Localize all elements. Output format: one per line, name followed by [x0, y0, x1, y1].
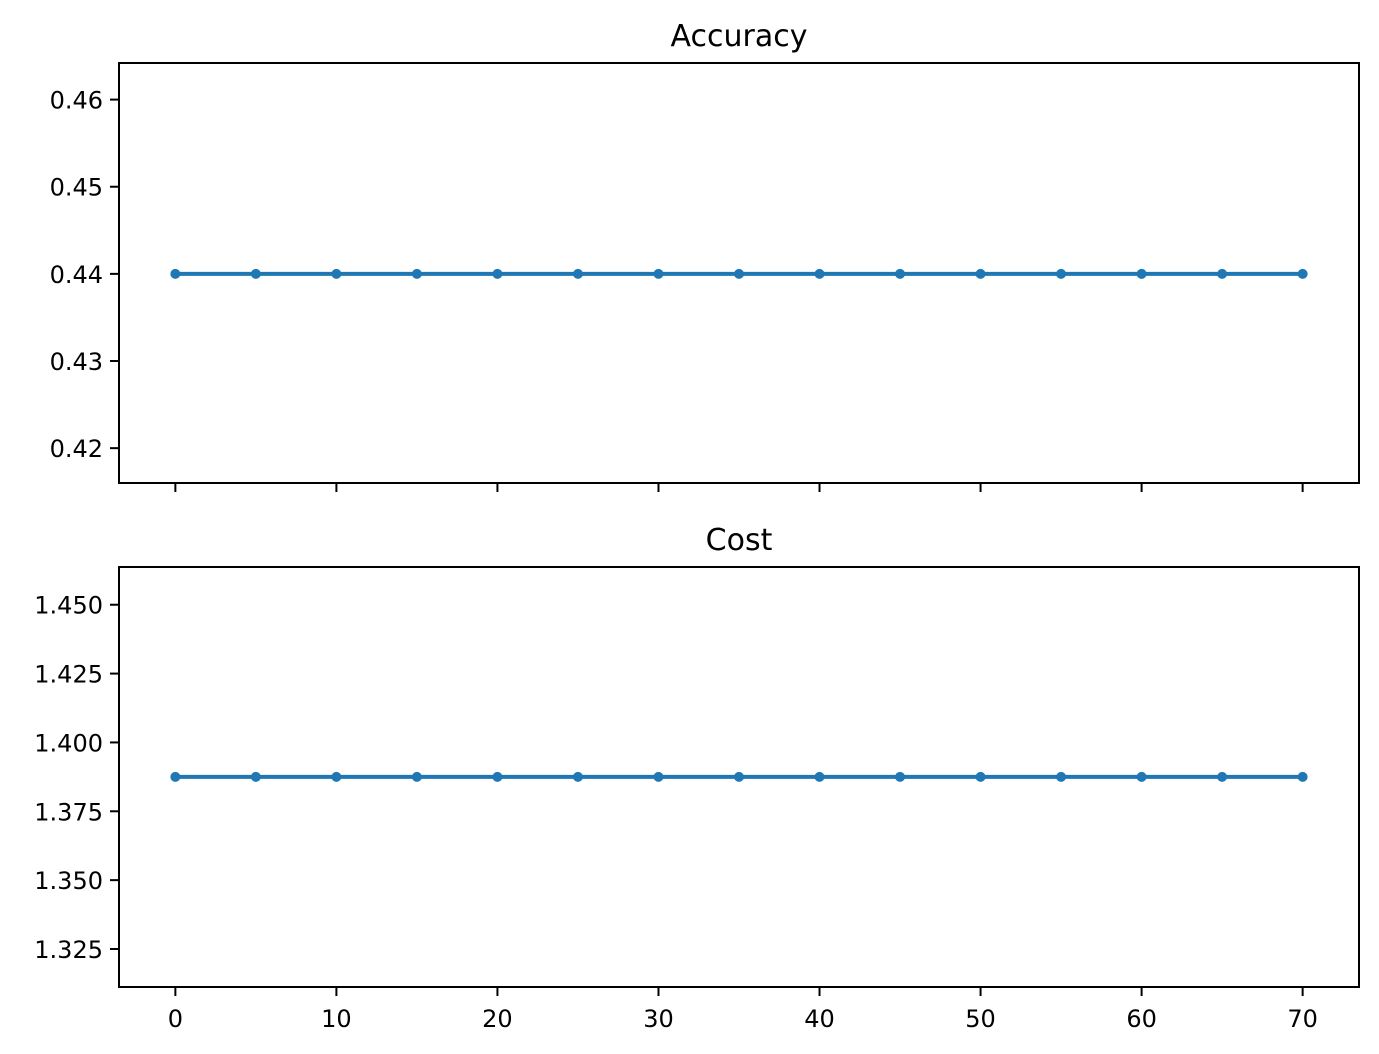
- accuracy-data-point: [1217, 268, 1228, 279]
- accuracy-data-point: [1056, 268, 1067, 279]
- accuracy-data-point: [895, 268, 906, 279]
- cost-data-point: [1217, 771, 1228, 782]
- accuracy-data-point: [331, 268, 342, 279]
- cost-x-tick-label: 60: [1126, 1005, 1157, 1033]
- cost-data-point: [895, 771, 906, 782]
- cost-x-tick-label: 0: [168, 1005, 183, 1033]
- accuracy-data-point: [1297, 268, 1308, 279]
- cost-panel: Cost 0 10 20 30 40 50 60 70 1.325 1.350 1.375 1.400…: [34, 523, 1360, 1033]
- accuracy-y-tick-label: 0.46: [50, 87, 103, 115]
- cost-y-tick-label: 1.400: [34, 729, 103, 757]
- cost-data-point: [572, 771, 583, 782]
- cost-data-point: [170, 771, 181, 782]
- cost-y-tick-label: 1.325: [34, 936, 103, 964]
- accuracy-data-point: [734, 268, 744, 279]
- cost-x-tick-label: 10: [321, 1005, 352, 1033]
- cost-y-tick-label: 1.425: [34, 661, 103, 689]
- cost-x-tick-label: 30: [643, 1005, 674, 1033]
- cost-data-point: [1136, 771, 1147, 782]
- cost-data-point: [411, 771, 422, 782]
- cost-data-point: [492, 771, 503, 782]
- accuracy-data-point: [170, 268, 181, 279]
- accuracy-y-tick-label: 0.43: [50, 348, 103, 376]
- cost-y-tick-label: 1.375: [34, 798, 103, 826]
- cost-x-tick-label: 50: [965, 1005, 996, 1033]
- accuracy-data-point: [492, 268, 503, 279]
- accuracy-data-point: [1136, 268, 1147, 279]
- accuracy-data-point: [250, 268, 261, 279]
- cost-data-point: [975, 771, 986, 782]
- cost-y-tick-label: 1.350: [34, 867, 103, 895]
- cost-data-point: [814, 771, 825, 782]
- accuracy-data-point: [814, 268, 825, 279]
- cost-data-point: [1297, 771, 1308, 782]
- accuracy-data-point: [653, 268, 664, 279]
- cost-x-tick-label: 20: [482, 1005, 513, 1033]
- accuracy-data-point: [572, 268, 583, 279]
- accuracy-y-tick-label: 0.45: [50, 174, 103, 202]
- accuracy-y-tick-label: 0.44: [50, 261, 103, 289]
- cost-title: Cost: [706, 523, 773, 558]
- cost-data-point: [250, 771, 261, 782]
- accuracy-title: Accuracy: [671, 19, 808, 54]
- accuracy-y-tick-label: 0.42: [50, 435, 103, 463]
- accuracy-data-point: [411, 268, 422, 279]
- cost-x-tick-label: 70: [1287, 1005, 1318, 1033]
- cost-data-point: [331, 771, 342, 782]
- cost-data-point: [653, 771, 664, 782]
- cost-data-point: [1056, 771, 1067, 782]
- cost-data-point: [734, 771, 744, 782]
- accuracy-data-point: [975, 268, 986, 279]
- cost-y-tick-label: 1.450: [34, 592, 103, 620]
- cost-axes-frame: [118, 566, 1360, 988]
- accuracy-panel: Accuracy 0.42 0.43 0.44 0.45 0.46: [50, 19, 1360, 492]
- cost-x-tick-label: 40: [804, 1005, 835, 1033]
